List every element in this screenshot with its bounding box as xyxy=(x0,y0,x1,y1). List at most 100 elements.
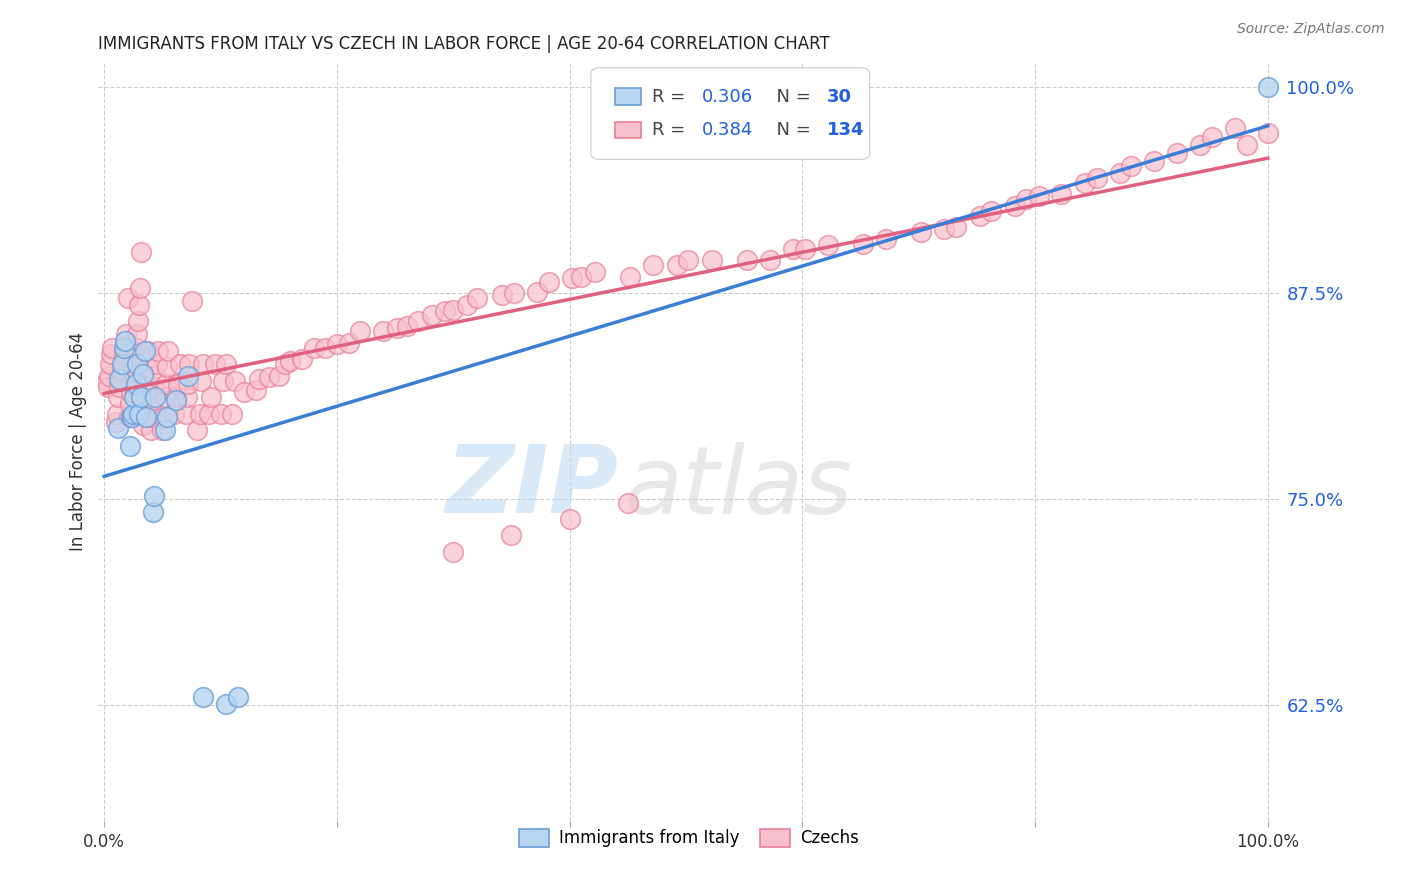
Point xyxy=(980,203,1002,218)
Point xyxy=(1028,189,1050,203)
Point xyxy=(875,232,897,246)
Point xyxy=(1004,199,1026,213)
Point xyxy=(349,324,371,338)
Point xyxy=(111,357,134,371)
Text: R =: R = xyxy=(652,121,692,139)
Point xyxy=(174,407,197,421)
Point xyxy=(104,415,127,429)
Point xyxy=(456,298,478,312)
Point xyxy=(215,697,238,711)
Text: 0.384: 0.384 xyxy=(702,121,754,139)
Point xyxy=(1015,192,1038,206)
Point xyxy=(212,374,235,388)
Point xyxy=(142,505,165,519)
Point xyxy=(165,393,187,408)
Point xyxy=(136,360,159,375)
Point xyxy=(209,407,232,421)
Point xyxy=(166,376,188,391)
Point xyxy=(141,409,163,424)
Point xyxy=(232,385,254,400)
Point xyxy=(537,275,560,289)
Point xyxy=(107,390,129,404)
Text: N =: N = xyxy=(765,121,815,139)
Point xyxy=(188,407,211,421)
Point xyxy=(156,360,179,375)
Point xyxy=(204,357,226,371)
Point xyxy=(118,409,141,424)
Point xyxy=(198,407,221,421)
Point xyxy=(502,286,524,301)
Point xyxy=(501,528,523,542)
Point xyxy=(96,374,118,388)
Point xyxy=(165,390,187,404)
Point xyxy=(122,407,145,421)
Point xyxy=(111,357,134,371)
Point xyxy=(125,327,148,342)
Point xyxy=(177,368,200,383)
Point xyxy=(143,380,166,394)
Point xyxy=(221,407,243,421)
Point xyxy=(110,374,132,388)
Point xyxy=(387,320,409,334)
Point xyxy=(112,347,135,361)
Point xyxy=(314,341,336,355)
Point xyxy=(156,409,179,424)
Point xyxy=(395,319,418,334)
Point xyxy=(558,512,581,526)
Point xyxy=(157,343,180,358)
Point xyxy=(245,384,267,398)
Point xyxy=(1257,126,1279,140)
Point xyxy=(526,285,548,299)
Text: R =: R = xyxy=(652,87,692,105)
Point xyxy=(326,337,349,351)
Point xyxy=(118,396,141,410)
Point xyxy=(1109,166,1132,180)
Point xyxy=(108,372,131,386)
Y-axis label: In Labor Force | Age 20-64: In Labor Force | Age 20-64 xyxy=(69,332,87,551)
Point xyxy=(1225,121,1247,136)
Point xyxy=(101,341,124,355)
Point xyxy=(1119,159,1142,173)
Point xyxy=(1189,137,1212,152)
Point xyxy=(131,244,153,259)
Point xyxy=(169,357,191,371)
Point xyxy=(180,294,202,309)
Point xyxy=(117,291,139,305)
Point xyxy=(143,489,166,503)
Point xyxy=(118,440,141,454)
Point xyxy=(441,545,464,559)
Point xyxy=(186,423,208,437)
Point xyxy=(125,357,148,371)
Point xyxy=(145,368,167,383)
Point xyxy=(108,380,131,394)
Point xyxy=(98,357,121,371)
Point xyxy=(97,847,120,861)
FancyBboxPatch shape xyxy=(614,121,641,138)
Text: 134: 134 xyxy=(827,121,865,139)
Point xyxy=(112,341,135,355)
Point xyxy=(176,390,198,404)
Text: 30: 30 xyxy=(827,87,852,105)
Point xyxy=(1236,137,1258,152)
Point xyxy=(793,242,815,256)
Point xyxy=(124,352,146,367)
Point xyxy=(177,376,200,391)
Point xyxy=(561,271,583,285)
Point xyxy=(131,367,153,381)
Point xyxy=(128,407,150,421)
Point xyxy=(97,368,120,383)
FancyBboxPatch shape xyxy=(591,68,870,160)
Point xyxy=(131,418,153,433)
Point xyxy=(408,314,430,328)
Point xyxy=(134,343,156,358)
Point xyxy=(121,409,143,424)
Point xyxy=(224,374,246,388)
Point xyxy=(134,390,156,404)
Point xyxy=(759,253,782,268)
Point xyxy=(782,242,804,256)
Point xyxy=(422,308,444,322)
Point xyxy=(1166,146,1188,161)
Text: 0.306: 0.306 xyxy=(702,87,754,105)
Point xyxy=(145,357,167,371)
Point xyxy=(273,357,295,371)
